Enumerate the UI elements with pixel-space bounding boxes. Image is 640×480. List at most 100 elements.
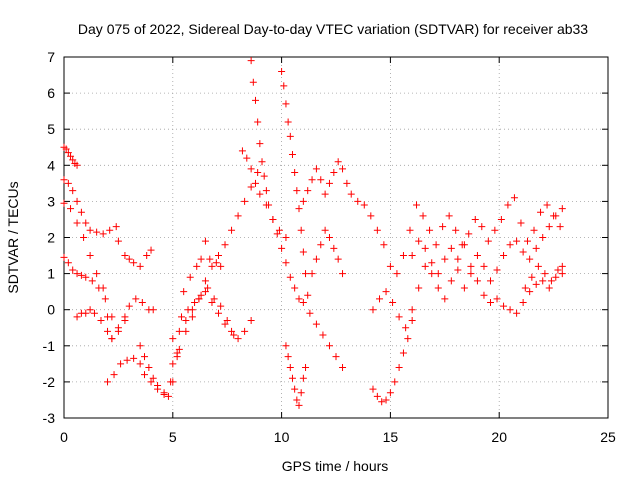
data-point-arc-i [169, 360, 177, 368]
data-point-arc-o [291, 385, 299, 393]
data-point-arc-f [136, 360, 144, 368]
data-point-arc-k [191, 298, 199, 306]
data-point-arc-t [402, 324, 410, 332]
data-point-arc-p [367, 212, 375, 220]
data-point-arc-n [288, 150, 296, 158]
data-point-arc-t [500, 302, 508, 310]
data-point-arc-p [308, 176, 316, 184]
data-point-arc-n [293, 187, 301, 195]
data-point-arc-u [439, 223, 447, 231]
gridlines [64, 57, 608, 418]
data-point-arc-q [308, 270, 316, 278]
data-point-arc-b [69, 187, 77, 195]
data-point-arc-o [297, 389, 305, 397]
data-point-arc-t [389, 298, 397, 306]
data-point-arc-v [493, 266, 501, 274]
data-point-arc-q [330, 244, 338, 252]
data-point-arc-b [86, 226, 94, 234]
data-point-arc-n [278, 67, 286, 75]
data-point-arc-e [90, 309, 98, 317]
data-point-arc-d [60, 253, 68, 261]
data-point-arc-a [67, 152, 75, 160]
data-point-arc-i [241, 197, 249, 205]
y-axis-label: SDTVAR / TECUs [5, 181, 21, 293]
data-point-arc-j [201, 237, 209, 245]
data-point-arc-u [399, 252, 407, 260]
data-point-arc-s [386, 389, 394, 397]
data-point-arc-u [445, 212, 453, 220]
data-point-arc-j [212, 259, 220, 267]
data-point-arc-u [530, 226, 538, 234]
data-point-arc-d [73, 270, 81, 278]
data-point-arc-t [513, 309, 521, 317]
data-point-arc-i [228, 226, 236, 234]
data-point-arc-k [184, 306, 192, 314]
data-point-arc-n [284, 118, 292, 126]
data-point-arc-v [506, 241, 514, 249]
data-point-arc-g [160, 389, 168, 397]
data-point-arc-w [547, 277, 555, 285]
data-point-arc-a [62, 145, 70, 153]
data-point-arc-i [175, 345, 183, 353]
data-point-arc-n [286, 132, 294, 140]
data-point-arc-p [380, 241, 388, 249]
y-tick-label: -2 [43, 374, 56, 390]
data-point-arc-l [251, 96, 259, 104]
data-point-arc-l [256, 140, 264, 148]
data-point-arc-m [243, 154, 251, 162]
x-axis-label: GPS time / hours [282, 458, 389, 474]
data-point-arc-g [169, 378, 177, 386]
data-point-arc-h [169, 335, 177, 343]
axis-ticks: 0 5 10 15 20 25 -3 -2 -1 0 1 2 3 4 5 6 7 [43, 49, 616, 445]
data-point-arc-j [193, 262, 201, 270]
data-point-arc-l [286, 273, 294, 281]
data-point-arc-n [291, 169, 299, 177]
data-point-arc-t [532, 280, 540, 288]
data-point-arc-v [539, 234, 547, 241]
data-point-arc-b [73, 197, 81, 205]
data-point-arc-v [545, 223, 553, 231]
data-point-arc-v [513, 237, 521, 245]
data-point-arc-h [241, 327, 249, 335]
data-point-arc-r [339, 363, 347, 371]
data-point-arc-b [143, 252, 151, 260]
data-point-arc-d [69, 266, 77, 274]
data-point-arc-f [141, 371, 149, 379]
data-point-arc-b [147, 246, 155, 254]
data-point-arc-v [486, 277, 494, 285]
data-point-arc-i [254, 169, 262, 177]
data-point-arc-k [210, 295, 218, 303]
data-point-arc-u [537, 208, 545, 216]
data-point-arc-u [523, 237, 531, 245]
data-point-arc-s [408, 317, 416, 325]
data-point-arc-t [434, 284, 442, 292]
data-point-arc-b [77, 208, 85, 216]
data-point-arc-n [304, 291, 312, 299]
data-point-arc-b [82, 219, 90, 227]
data-point-arc-n [282, 100, 290, 108]
data-point-arc-u [491, 226, 499, 234]
data-point-arc-c [60, 199, 68, 207]
data-point-arc-l [273, 230, 281, 238]
data-point-arc-g [141, 353, 149, 361]
data-point-arc-h [247, 317, 255, 325]
data-point-arc-q [312, 255, 320, 263]
data-point-arc-h [175, 327, 183, 335]
data-point-arc-t [480, 291, 488, 299]
data-point-arc-w [541, 270, 549, 278]
data-point-arc-s [382, 396, 390, 404]
data-point-arc-p [304, 187, 312, 195]
data-point-arc-h [201, 288, 209, 296]
data-point-arc-d [95, 284, 103, 292]
data-point-arc-s [373, 392, 381, 400]
data-point-arc-v [460, 284, 468, 292]
data-point-arc-v [480, 262, 488, 270]
data-point-arc-v [552, 212, 560, 220]
data-point-arc-t [519, 298, 527, 306]
data-point-arc-p [347, 190, 355, 198]
data-point-arc-d [82, 273, 90, 281]
data-point-arc-n [299, 248, 307, 256]
data-point-arc-w [528, 273, 536, 281]
data-point-arc-m [275, 226, 283, 234]
data-point-arc-s [395, 363, 403, 371]
